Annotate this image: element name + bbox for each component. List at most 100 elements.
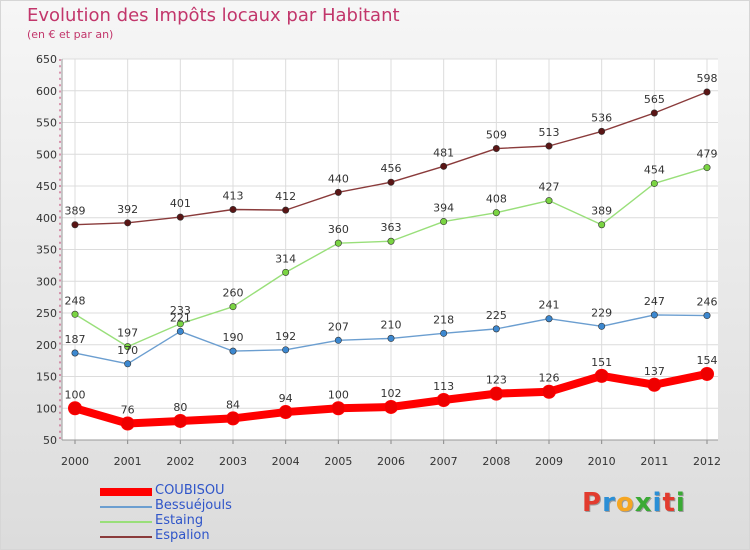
series-point-3 [703, 88, 711, 96]
series-point-1 [387, 334, 395, 342]
series-point-3 [387, 178, 395, 186]
series-point-0 [226, 411, 240, 426]
series-point-2 [440, 218, 448, 226]
legend-swatch [100, 536, 152, 538]
data-label-3: 513 [539, 126, 560, 139]
series-point-0 [120, 416, 135, 431]
data-label-1: 218 [433, 313, 454, 326]
series-point-1 [440, 329, 448, 337]
data-label-3: 413 [223, 189, 244, 202]
legend-label: Bessuéjouls [155, 498, 232, 513]
series-point-1 [176, 327, 184, 335]
data-label-0: 80 [173, 401, 187, 414]
series-point-2 [334, 239, 342, 247]
series-point-3 [492, 145, 500, 153]
data-label-0: 123 [486, 374, 507, 387]
data-label-1: 192 [275, 330, 296, 343]
data-label-0: 102 [381, 387, 402, 400]
series-point-3 [598, 127, 606, 135]
series-point-1 [229, 347, 237, 355]
data-label-2: 314 [275, 252, 296, 265]
series-point-2 [492, 209, 500, 217]
series-point-3 [124, 219, 132, 227]
logo-letter: x [634, 488, 653, 518]
data-label-0: 113 [433, 380, 454, 393]
data-label-2: 363 [381, 221, 402, 234]
x-tick-label: 2008 [482, 455, 510, 468]
series-point-0 [700, 366, 714, 381]
data-label-1: 247 [644, 295, 665, 308]
x-tick-label: 2009 [535, 455, 563, 468]
x-tick-label: 2003 [219, 455, 247, 468]
legend-label: COUBISOU [155, 483, 225, 498]
data-label-2: 408 [486, 193, 507, 206]
series-point-3 [334, 188, 342, 196]
y-tick-label: 150 [36, 371, 57, 384]
data-label-3: 392 [117, 203, 138, 216]
y-tick-label: 350 [36, 244, 57, 257]
data-label-3: 509 [486, 129, 507, 142]
data-label-2: 394 [433, 202, 454, 215]
data-label-2: 248 [65, 294, 86, 307]
series-point-0 [173, 413, 188, 428]
y-tick-label: 550 [36, 117, 57, 130]
series-point-1 [598, 322, 606, 330]
y-tick-label: 450 [36, 180, 57, 193]
data-label-1: 246 [697, 296, 718, 309]
data-label-3: 565 [644, 93, 665, 106]
y-tick-label: 600 [36, 85, 57, 98]
x-tick-label: 2012 [693, 455, 721, 468]
logo-letter: o [615, 488, 635, 518]
legend-swatch [100, 488, 152, 496]
y-tick-label: 50 [43, 434, 57, 447]
series-point-0 [68, 401, 82, 416]
x-tick-label: 2010 [588, 455, 616, 468]
series-point-2 [703, 164, 711, 172]
series-point-2 [176, 320, 184, 328]
legend-label: Espalion [155, 528, 210, 543]
data-label-3: 536 [591, 111, 612, 124]
data-label-1: 210 [381, 318, 402, 331]
series-point-0 [542, 384, 556, 399]
chart-subtitle: (en € et par an) [27, 28, 114, 41]
x-tick-label: 2001 [114, 455, 142, 468]
series-point-2 [598, 221, 606, 229]
series-point-0 [647, 377, 662, 392]
series-point-3 [282, 206, 290, 214]
data-label-2: 260 [223, 287, 244, 300]
series-point-2 [650, 179, 658, 187]
series-point-3 [440, 162, 448, 170]
x-tick-label: 2011 [640, 455, 668, 468]
logo-letter: t [662, 488, 676, 518]
series-point-0 [489, 386, 504, 401]
data-label-3: 401 [170, 197, 191, 210]
series-point-3 [545, 142, 553, 150]
legend-swatch [100, 521, 152, 523]
data-label-1: 229 [591, 306, 612, 319]
y-tick-label: 200 [36, 339, 57, 352]
x-tick-label: 2006 [377, 455, 405, 468]
series-point-1 [282, 346, 290, 354]
data-label-0: 151 [591, 356, 612, 369]
logo-letter: P [582, 488, 603, 518]
chart-title: Evolution des Impôts locaux par Habitant [27, 5, 400, 26]
data-label-2: 479 [697, 148, 718, 161]
series-point-2 [124, 343, 132, 351]
series-point-1 [334, 336, 342, 344]
data-label-0: 137 [644, 365, 665, 378]
series-point-1 [71, 349, 79, 357]
data-label-0: 84 [226, 398, 240, 411]
legend-swatch [100, 506, 152, 508]
series-point-0 [331, 401, 346, 416]
data-label-2: 233 [170, 304, 191, 317]
logo-letter: i [675, 488, 686, 518]
series-point-1 [545, 315, 553, 323]
data-label-1: 241 [539, 299, 560, 312]
series-point-2 [229, 303, 237, 311]
data-label-1: 225 [486, 309, 507, 322]
data-label-3: 440 [328, 172, 349, 185]
data-label-3: 412 [275, 190, 296, 203]
data-label-3: 481 [433, 146, 454, 159]
data-label-0: 94 [279, 392, 293, 405]
